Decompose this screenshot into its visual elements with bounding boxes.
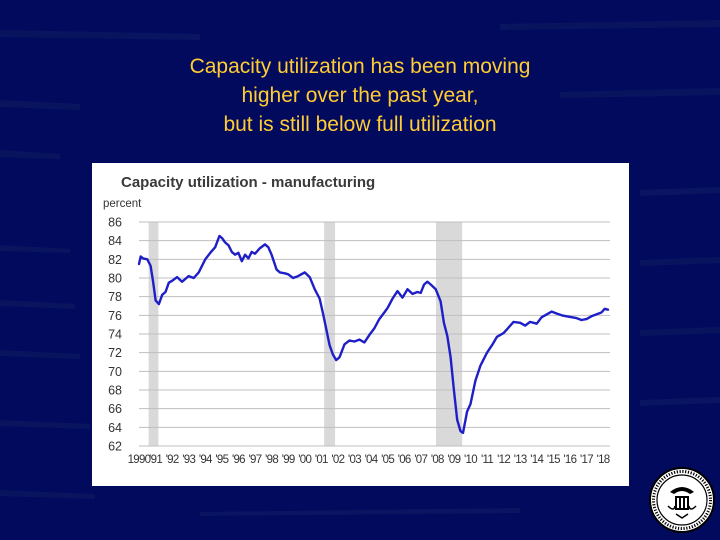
slide-title: Capacity utilization has been moving hig… — [60, 52, 660, 139]
y-tick-label: 82 — [108, 253, 122, 267]
y-tick-label: 62 — [108, 440, 122, 454]
x-tick-label: '18 — [597, 454, 610, 466]
x-tick-label: '13 — [514, 454, 527, 466]
x-tick-label: '09 — [447, 454, 460, 466]
chart-panel: Capacity utilization - manufacturing per… — [92, 163, 629, 486]
x-tick-label: '08 — [431, 454, 444, 466]
x-tick-label: '99 — [282, 454, 295, 466]
x-tick-label: '12 — [497, 454, 510, 466]
x-tick-label: '10 — [464, 454, 477, 466]
x-tick-label: '96 — [232, 454, 245, 466]
y-tick-label: 76 — [108, 309, 122, 323]
x-tick-label: '16 — [563, 454, 576, 466]
y-tick-label: 74 — [108, 328, 122, 342]
y-tick-label: 86 — [108, 216, 122, 230]
x-tick-label: '93 — [182, 454, 195, 466]
x-tick-label: '02 — [331, 454, 344, 466]
slide-title-line-3: but is still below full utilization — [223, 113, 497, 136]
y-tick-label: 78 — [108, 290, 122, 304]
y-tick-label: 80 — [108, 272, 122, 286]
x-tick-label: '92 — [166, 454, 179, 466]
slide-title-line-1: Capacity utilization has been moving — [189, 55, 531, 78]
x-tick-label: '11 — [481, 454, 493, 466]
series-line-0 — [137, 234, 610, 435]
x-tick-label: '07 — [414, 454, 427, 466]
y-tick-label: 84 — [108, 234, 122, 248]
y-tick-label: 72 — [108, 346, 122, 360]
x-tick-label: 1990 — [128, 454, 151, 466]
y-axis-label: percent — [103, 198, 142, 210]
y-tick-label: 68 — [108, 384, 122, 398]
x-tick-labels-group: 1990'91 '92'93 '94'95 '96 '97'98 '99'00 '01'02… — [128, 454, 611, 466]
x-tick-label: '95 — [215, 454, 228, 466]
x-tick-label: '06 — [398, 454, 411, 466]
x-tick-label: '97 — [249, 454, 262, 466]
x-tick-label: '14 — [530, 454, 544, 466]
slide-title-line-2: higher over the past year, — [241, 84, 479, 107]
x-tick-label: '05 — [381, 454, 394, 466]
series-group — [137, 234, 610, 435]
y-tick-labels-group: 62 64 66 68 70 72 74 76 78 80 82 84 86 — [108, 216, 122, 454]
x-tick-label: '15 — [547, 454, 560, 466]
y-tick-label: 66 — [108, 402, 122, 416]
x-tick-label: '00 — [298, 454, 311, 466]
x-tick-label: '91 — [149, 454, 162, 466]
x-tick-label: '04 — [365, 454, 379, 466]
x-tick-label: '01 — [315, 454, 328, 466]
y-tick-label: 70 — [108, 365, 122, 379]
x-tick-label: '17 — [580, 454, 593, 466]
x-tick-label: '03 — [348, 454, 361, 466]
gridlines-group — [139, 221, 610, 447]
capacity-utilization-chart: Capacity utilization - manufacturing per… — [103, 174, 611, 466]
chart-title: Capacity utilization - manufacturing — [121, 174, 375, 191]
x-tick-label: '94 — [199, 454, 213, 466]
y-tick-label: 64 — [108, 421, 122, 435]
federal-reserve-seal-logo — [649, 467, 715, 533]
x-tick-label: '98 — [265, 454, 278, 466]
